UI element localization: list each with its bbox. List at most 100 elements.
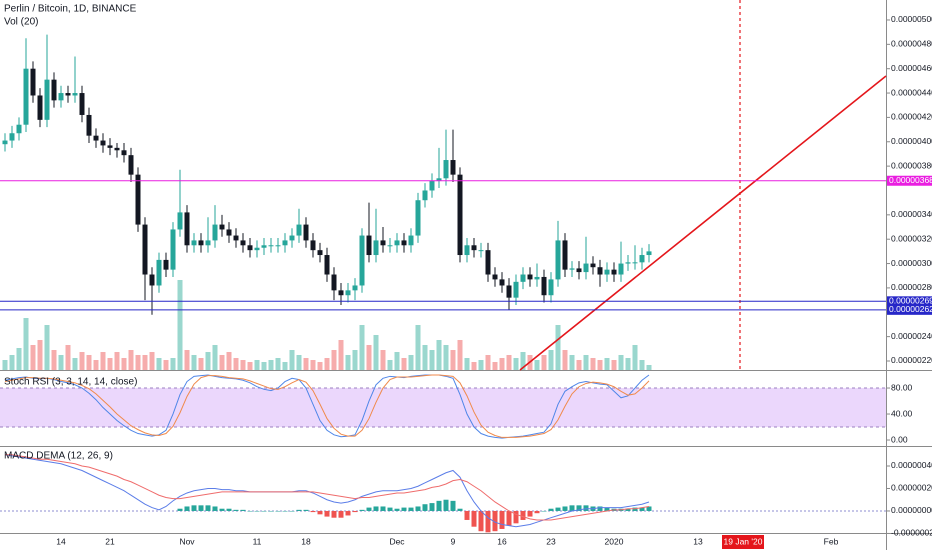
y-tick-label: 0.00000020 [891, 483, 932, 493]
candle-body [156, 259, 162, 286]
histogram-bar [296, 509, 302, 511]
candle-body [275, 245, 281, 247]
candle-body [37, 95, 43, 120]
volume-bar [534, 360, 540, 370]
price-label: 0.00000262 [889, 304, 932, 314]
volume-bar [450, 350, 456, 370]
histogram-bar [415, 506, 421, 511]
volume-bar [156, 358, 162, 370]
volume-bar [429, 350, 435, 370]
volume-bar [149, 352, 155, 370]
date-highlight [722, 535, 764, 549]
volume-bar [128, 350, 134, 370]
candle-body [611, 269, 617, 275]
candle-body [436, 178, 442, 181]
volume-bar [282, 362, 288, 370]
candle-body [282, 240, 288, 246]
histogram-bar [408, 507, 414, 511]
band [0, 388, 886, 428]
histogram-bar [429, 503, 435, 511]
volume-bar [205, 352, 211, 370]
volume-bar [366, 345, 372, 370]
histogram-bar [527, 510, 533, 517]
histogram-bar [373, 506, 379, 511]
histogram-bar [212, 506, 218, 511]
volume-bar [240, 360, 246, 370]
candle-body [44, 79, 50, 120]
volume-bar [310, 360, 316, 370]
volume-bar [597, 360, 603, 370]
candle-body [324, 255, 330, 275]
volume-bar [247, 362, 253, 370]
histogram-bar [331, 510, 337, 518]
histogram-bar [268, 510, 274, 512]
volume-bar [100, 352, 106, 370]
candle-body [401, 240, 407, 246]
candle-body [296, 224, 302, 236]
y-tick-label: 0.00000240 [891, 331, 932, 341]
volume-bar [401, 358, 407, 370]
candle-body [485, 250, 491, 275]
candle-body [597, 267, 603, 275]
x-tick-label: 2020 [605, 536, 624, 546]
y-tick-label: 0.00000480 [891, 39, 932, 49]
volume-bar [219, 355, 225, 370]
volume-bar [261, 362, 267, 370]
candle-body [387, 245, 393, 247]
volume-bar [170, 358, 176, 370]
y-tick-label: 0.00000000 [891, 505, 932, 515]
candle-body [198, 240, 204, 246]
candle-body [513, 281, 519, 298]
candle-body [135, 174, 141, 225]
histogram-bar [324, 510, 330, 517]
volume-bar [485, 355, 491, 370]
volume-bar [72, 358, 78, 370]
candle-body [478, 250, 484, 252]
candle-body [569, 268, 575, 270]
x-tick-label: 21 [105, 536, 115, 546]
y-tick-label: 0.00000400 [891, 136, 932, 146]
histogram-bar [471, 510, 477, 527]
candle-body [632, 262, 638, 264]
volume-bar [618, 355, 624, 370]
series-line [4, 374, 650, 439]
volume-bar [436, 340, 442, 370]
volume-bar [226, 352, 232, 370]
candle-body [303, 224, 309, 241]
candle-body [345, 290, 351, 296]
x-tick-label: Nov [179, 536, 195, 546]
stoch-title: Stoch RSI (3, 3, 14, 14, close) [4, 377, 137, 388]
candle-body [527, 274, 533, 280]
candle-body [555, 240, 561, 280]
volume-bar [569, 355, 575, 370]
y-tick-label: 0.00000380 [891, 160, 932, 170]
price-label-box [887, 175, 932, 186]
candle-body [359, 235, 365, 286]
volume-bar [191, 355, 197, 370]
volume-bar [289, 350, 295, 370]
histogram-bar [247, 510, 253, 512]
histogram-bar [583, 505, 589, 511]
y-tick-label: 0.00000280 [891, 282, 932, 292]
candle-body [317, 250, 323, 256]
volume-bar [233, 358, 239, 370]
candle-body [520, 274, 526, 282]
volume-bar [408, 355, 414, 370]
histogram-bar [184, 506, 190, 511]
x-tick-label: Feb [824, 536, 839, 546]
volume-title: Vol (20) [4, 17, 38, 28]
candle-body [72, 93, 78, 96]
candle-body [2, 140, 8, 145]
histogram-bar [485, 510, 491, 533]
histogram-bar [275, 510, 281, 512]
histogram-bar [576, 505, 582, 511]
y-tick-label: 0.00000220 [891, 355, 932, 365]
candle-body [366, 235, 372, 256]
volume-bar [135, 355, 141, 370]
volume-bar [37, 340, 43, 370]
x-tick-label: 14 [56, 536, 66, 546]
candle-body [429, 180, 435, 191]
volume-bar [443, 345, 449, 370]
macd-title: MACD DEMA (12, 26, 9) [4, 451, 113, 462]
candle-body [9, 133, 15, 141]
